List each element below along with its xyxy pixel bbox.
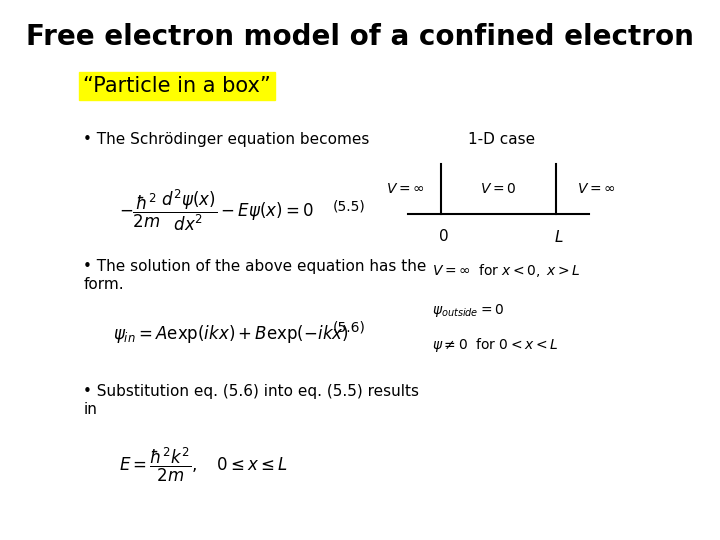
Text: $\psi \neq 0\;$ for $0 < x < L$: $\psi \neq 0\;$ for $0 < x < L$ xyxy=(432,336,559,354)
Text: (5.5): (5.5) xyxy=(333,199,366,213)
Text: • The Schrödinger equation becomes: • The Schrödinger equation becomes xyxy=(84,132,369,147)
Text: $\psi_{outside} = 0$: $\psi_{outside} = 0$ xyxy=(432,302,505,319)
Text: $V = \infty\;$ for $x < 0,\; x > L$: $V = \infty\;$ for $x < 0,\; x > L$ xyxy=(432,262,581,279)
Text: “Particle in a box”: “Particle in a box” xyxy=(84,76,271,96)
Text: $-\dfrac{\hbar^2}{2m}\dfrac{d^2\psi(x)}{dx^2} - E\psi(x) = 0$: $-\dfrac{\hbar^2}{2m}\dfrac{d^2\psi(x)}{… xyxy=(120,187,314,233)
Text: Free electron model of a confined electron: Free electron model of a confined electr… xyxy=(26,23,694,51)
Text: $V = \infty$: $V = \infty$ xyxy=(577,182,616,196)
Text: $E = \dfrac{\hbar^2 k^2}{2m}, \quad 0 \leq x \leq L$: $E = \dfrac{\hbar^2 k^2}{2m}, \quad 0 \l… xyxy=(120,446,288,484)
Text: (5.6): (5.6) xyxy=(333,321,366,334)
Text: • The solution of the above equation has the
form.: • The solution of the above equation has… xyxy=(84,259,426,292)
Text: $V = 0$: $V = 0$ xyxy=(480,182,516,196)
Text: $L$: $L$ xyxy=(554,229,563,245)
Text: • Substitution eq. (5.6) into eq. (5.5) results
in: • Substitution eq. (5.6) into eq. (5.5) … xyxy=(84,384,419,417)
Text: 0: 0 xyxy=(439,229,449,244)
Text: $V = \infty$: $V = \infty$ xyxy=(386,182,424,196)
Text: 1-D case: 1-D case xyxy=(468,132,535,147)
Text: $\psi_{in} = A\exp(ikx) + B\exp(-ikx)$: $\psi_{in} = A\exp(ikx) + B\exp(-ikx)$ xyxy=(113,323,348,345)
